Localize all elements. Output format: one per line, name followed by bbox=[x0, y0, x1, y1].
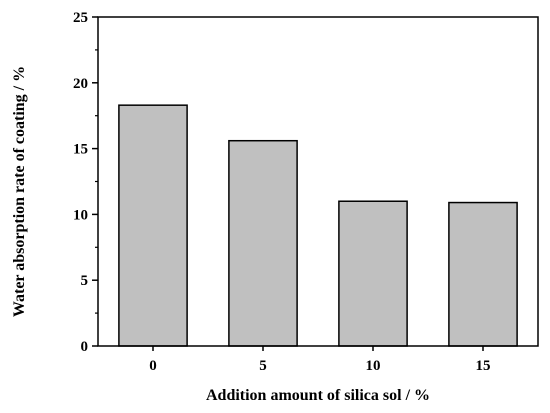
y-tick-label-0: 0 bbox=[81, 339, 89, 355]
bar-0 bbox=[118, 104, 188, 347]
y-tick-label-20: 20 bbox=[73, 76, 88, 92]
y-tick-label-25: 25 bbox=[73, 10, 88, 26]
x-axis-title: Addition amount of silica sol / % bbox=[206, 387, 430, 404]
bar-5 bbox=[228, 139, 298, 347]
y-tick-label-15: 15 bbox=[73, 142, 88, 158]
y-axis-title: Water absorption rate of coating / % bbox=[11, 66, 28, 317]
x-tick-label-10: 10 bbox=[366, 358, 381, 374]
bar-15 bbox=[448, 201, 518, 347]
x-tick-label-0: 0 bbox=[149, 358, 157, 374]
tick-labels: 0 5 10 15 0 5 10 15 20 25 bbox=[73, 10, 491, 374]
bars-layer bbox=[118, 104, 518, 347]
x-tick-label-15: 15 bbox=[476, 358, 491, 374]
bar-10 bbox=[338, 200, 408, 347]
y-tick-label-10: 10 bbox=[73, 207, 88, 223]
plot-frame bbox=[97, 16, 539, 347]
y-tick-label-5: 5 bbox=[81, 273, 89, 289]
x-tick-label-5: 5 bbox=[259, 358, 267, 374]
